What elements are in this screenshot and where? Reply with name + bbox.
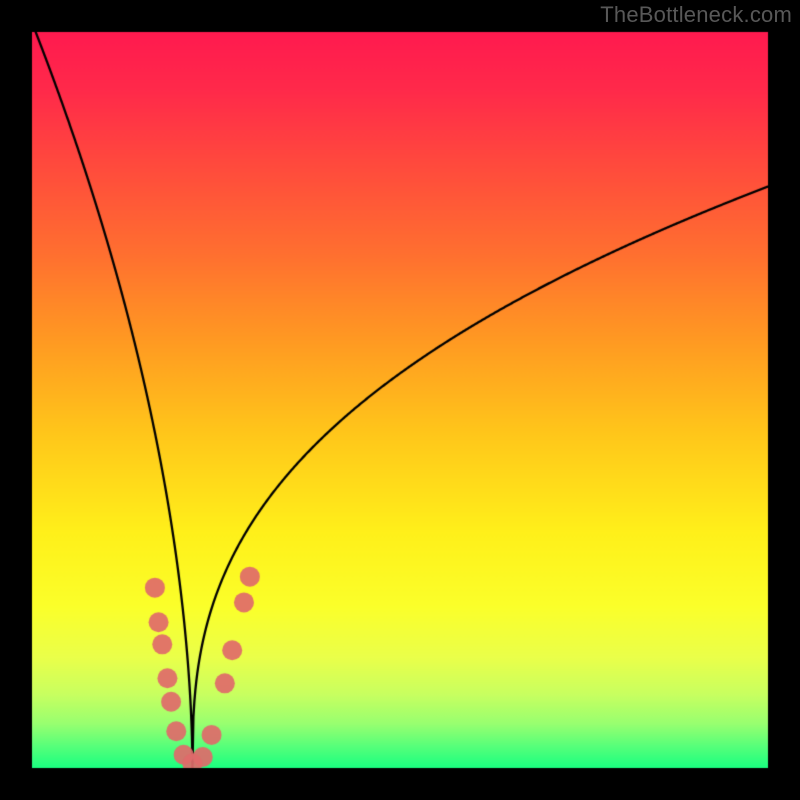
watermark-text: TheBottleneck.com bbox=[600, 2, 792, 28]
bottleneck-curve-chart bbox=[0, 0, 800, 800]
chart-stage: TheBottleneck.com bbox=[0, 0, 800, 800]
